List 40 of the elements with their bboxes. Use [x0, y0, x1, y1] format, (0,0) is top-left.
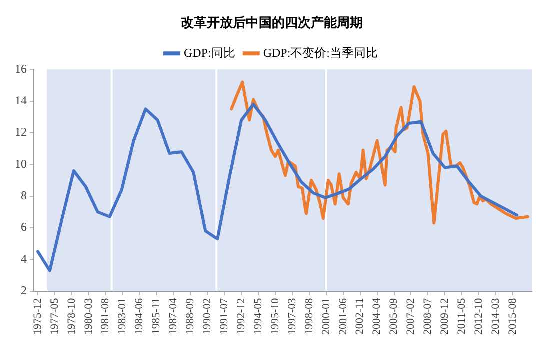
x-tick-label: 1984-06 [134, 298, 146, 336]
x-tick-label: 1983-01 [116, 298, 129, 336]
y-tick-label: 4 [21, 252, 27, 266]
x-tick-label: 1980-03 [82, 298, 95, 336]
x-tick-label: 1990-02 [202, 298, 214, 336]
x-tick-label: 1988-09 [184, 298, 197, 336]
x-tick-label: 1975-12 [32, 298, 44, 336]
x-tick-label: 2004-04 [371, 298, 384, 336]
x-tick-label: 2014-03 [490, 298, 502, 336]
legend-label: GDP:同比 [184, 46, 236, 60]
x-tick-label: 1991-07 [218, 298, 231, 336]
x-tick-label: 1987-04 [168, 298, 180, 336]
x-tick-label: 2012-10 [472, 298, 485, 336]
x-tick-label: 2007-02 [405, 298, 418, 336]
x-tick-label: 1978-10 [66, 298, 78, 336]
x-tick-label: 1997-03 [286, 298, 298, 336]
x-tick-label: 2000-01 [320, 298, 332, 336]
chart-title: 改革开放后中国的四次产能周期 [181, 15, 363, 30]
y-tick-label: 8 [21, 188, 27, 202]
y-tick-label: 6 [21, 220, 27, 234]
x-tick-label: 1995-10 [269, 298, 282, 336]
y-tick-label: 16 [15, 62, 27, 76]
y-tick-label: 12 [15, 125, 27, 140]
x-tick-label: 2002-11 [354, 298, 366, 335]
x-tick-label: 1994-05 [252, 298, 264, 336]
x-tick-label: 2001-06 [337, 298, 350, 336]
x-tick-label: 2008-07 [422, 298, 434, 336]
y-tick-label: 14 [15, 93, 27, 108]
x-tick-label: 2005-09 [388, 298, 400, 336]
x-tick-label: 1998-08 [303, 298, 316, 336]
legend-label: GDP:不变价:当季同比 [263, 46, 378, 60]
y-tick-label: 10 [15, 156, 27, 171]
x-tick-label: 1992-12 [235, 298, 248, 336]
x-tick-label: 2015-08 [506, 298, 519, 336]
y-tick-label: 2 [21, 283, 27, 298]
x-tick-label: 2009-12 [439, 298, 452, 336]
x-tick-label: 1981-08 [100, 298, 112, 336]
x-tick-label: 2011-05 [456, 298, 468, 335]
x-tick-label: 1977-05 [48, 298, 61, 336]
x-tick-label: 1985-11 [150, 298, 163, 335]
